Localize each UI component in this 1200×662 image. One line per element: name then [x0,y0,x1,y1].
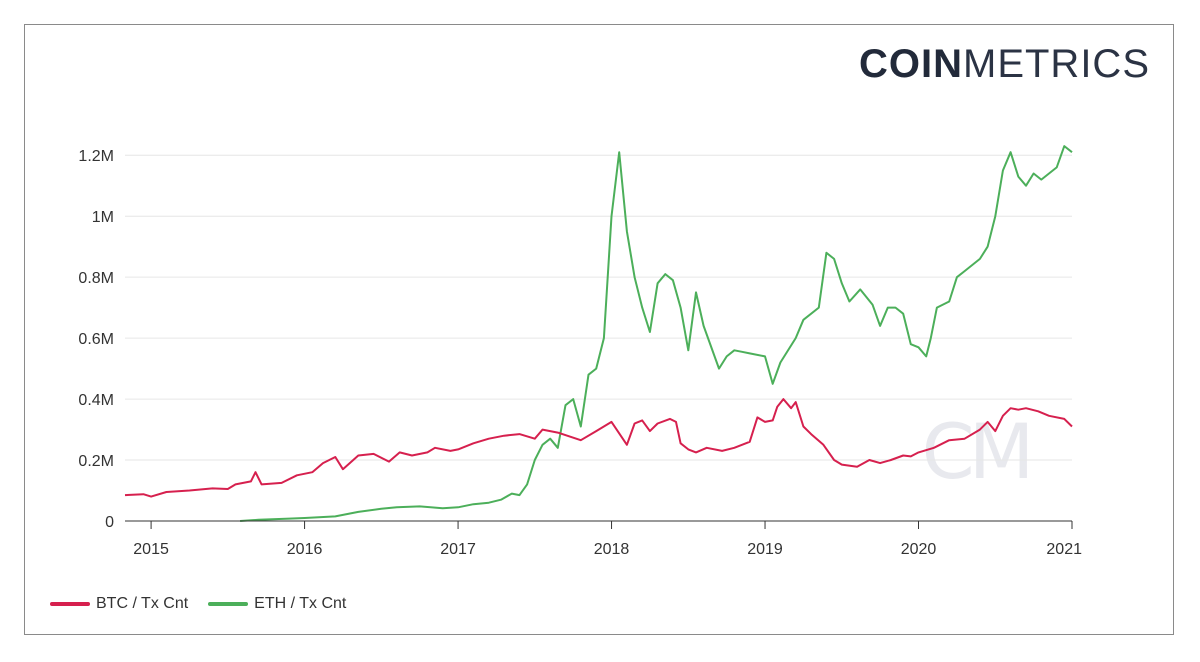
logo-bold-text: COIN [859,42,963,86]
x-tick-label: 2021 [1046,541,1082,558]
y-tick-label: 0.8M [78,270,114,287]
logo-light-text: METRICS [963,42,1150,86]
watermark-text: CM [922,407,1029,496]
x-tick-label: 2020 [901,541,937,558]
legend-item-btc[interactable]: BTC / Tx Cnt [50,595,188,613]
series-group [124,145,1073,522]
legend-swatch-btc [50,602,90,606]
cm-watermark: CM [922,407,1035,496]
x-tick-label: 2015 [133,541,169,558]
x-tick-label: 2018 [594,541,630,558]
legend-label-btc: BTC / Tx Cnt [96,595,189,612]
x-tick-label: 2017 [440,541,476,558]
x-axis-ticks: 2015 2016 2017 2018 2019 2020 2021 [133,521,1082,558]
y-gridlines [125,154,1072,461]
x-tick-label: 2019 [747,541,783,558]
y-tick-label: 0.4M [78,392,114,409]
y-tick-label: 1.2M [78,148,114,165]
legend-label-eth: ETH / Tx Cnt [254,595,347,612]
x-tick-label: 2016 [287,541,323,558]
y-tick-label: 0.6M [78,331,114,348]
chart-frame [24,24,1174,635]
y-tick-label: 0 [105,514,114,531]
coinmetrics-logo: COINMETRICS [859,42,1150,87]
y-tick-label: 1M [92,209,114,226]
chart-legend: BTC / Tx Cnt ETH / Tx Cnt [50,595,366,613]
legend-item-eth[interactable]: ETH / Tx Cnt [208,595,346,613]
y-tick-label: 0.2M [78,453,114,470]
legend-swatch-eth [208,602,249,606]
series-line-btc[interactable] [124,398,1073,498]
series-line-eth[interactable] [240,145,1073,522]
y-axis-ticks: 0 0.2M 0.4M 0.6M 0.8M 1M 1.2M [78,148,114,531]
